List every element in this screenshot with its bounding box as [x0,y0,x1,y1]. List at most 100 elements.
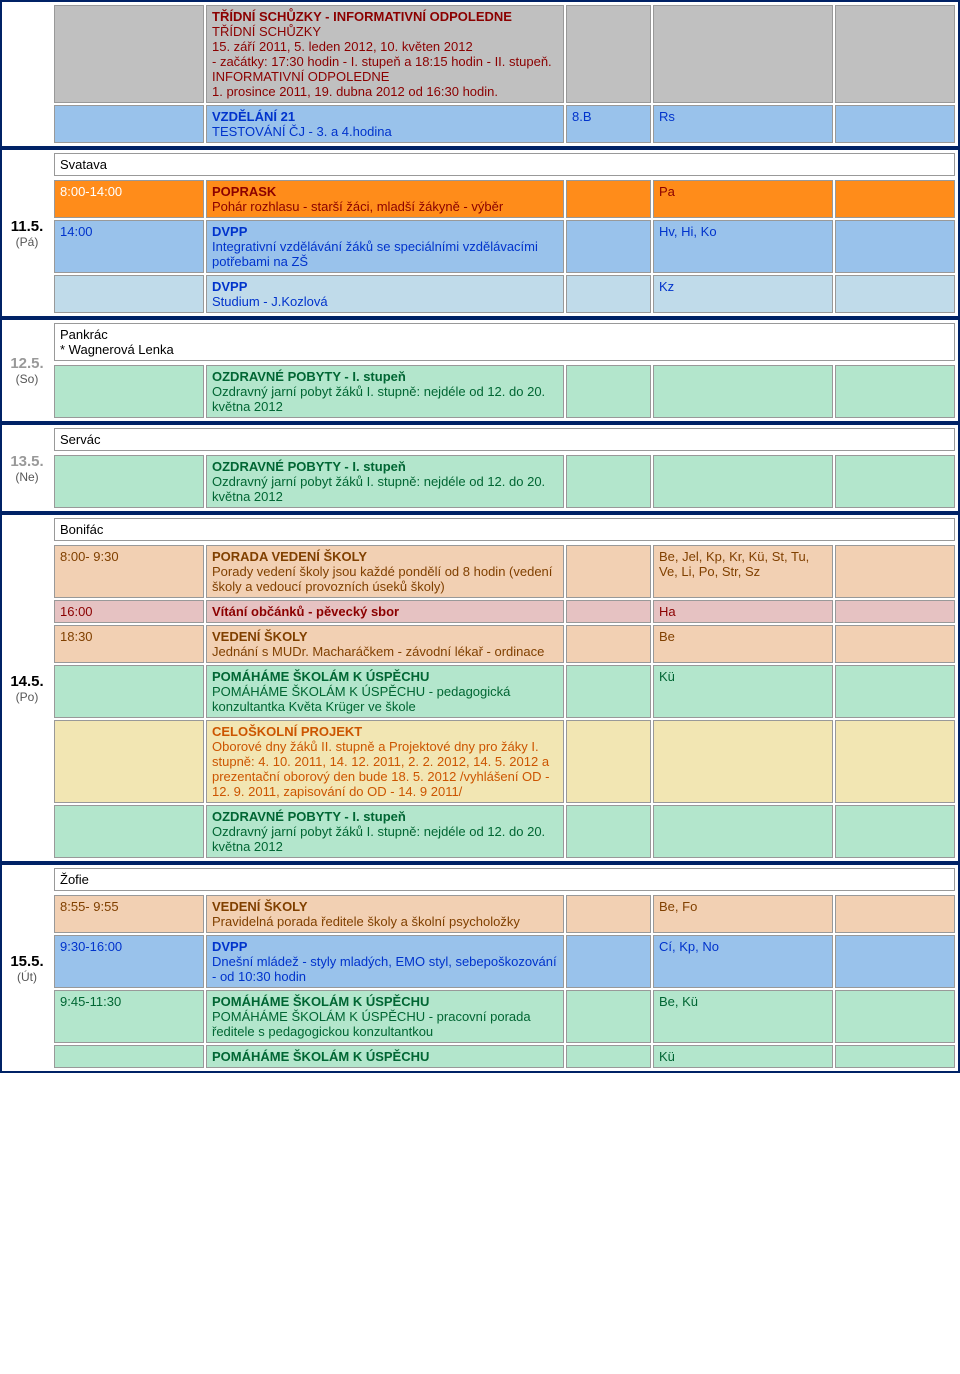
event-room [566,720,651,803]
event-who [653,455,833,508]
event-extra [835,990,955,1043]
event-time: 14:00 [54,220,204,273]
event-who: Pa [653,180,833,218]
event-row[interactable]: VZDĚLÁNÍ 21TESTOVÁNÍ ČJ - 3. a 4.hodina8… [54,105,955,143]
event-extra [835,275,955,313]
event-time: 18:30 [54,625,204,663]
day0-rows: TŘÍDNÍ SCHŮZKY - INFORMATIVNÍ ODPOLEDNET… [52,3,957,145]
date-dow: (Ne) [5,470,49,484]
event-room [566,545,651,598]
event-row[interactable]: 8:55- 9:55 VEDENÍ ŠKOLYPravidelná porada … [54,895,955,933]
event-time [54,665,204,718]
event-title: VEDENÍ ŠKOLY [212,629,558,644]
event-title: CELOŠKOLNÍ PROJEKT [212,724,558,739]
event-room [566,220,651,273]
day3-rows: OZDRAVNÉ POBYTY - I. stupeňOzdravný jarn… [52,453,957,510]
name-row: Pankrác* Wagnerová Lenka [54,323,955,361]
event-extra [835,365,955,418]
event-subdesc: TESTOVÁNÍ ČJ - 3. a 4.hodina [212,124,558,139]
event-who [653,720,833,803]
event-desc: VZDĚLÁNÍ 21TESTOVÁNÍ ČJ - 3. a 4.hodina [206,105,564,143]
event-title: DVPP [212,224,558,239]
day5-inner: Žofie [52,866,957,893]
event-subdesc: Pravidelná porada ředitele školy a školn… [212,914,558,929]
event-who: Ha [653,600,833,623]
event-row[interactable]: OZDRAVNÉ POBYTY - I. stupeňOzdravný jarn… [54,805,955,858]
event-row[interactable]: 16:00 Vítání občánků - pěvecký sbor Ha [54,600,955,623]
day-block-1: 11.5. (Pá) Svatava 8:00-14:00POPRASKPohá… [0,148,960,318]
date-num: 13.5. [5,453,49,470]
content-cell: Bonifác 8:00- 9:30PORADA VEDENÍ ŠKOLYPor… [52,516,957,860]
event-row[interactable]: TŘÍDNÍ SCHŮZKY - INFORMATIVNÍ ODPOLEDNET… [54,5,955,103]
event-room [566,455,651,508]
event-row[interactable]: 18:30VEDENÍ ŠKOLYJednání s MUDr. Machará… [54,625,955,663]
event-title: VEDENÍ ŠKOLY [212,899,558,914]
day-block-2: 12.5. (So) Pankrác* Wagnerová Lenka OZDR… [0,318,960,423]
content-cell: Žofie 8:55- 9:55 VEDENÍ ŠKOLYPravidelná p… [52,866,957,1070]
event-title: OZDRAVNÉ POBYTY - I. stupeň [212,369,558,384]
event-room [566,180,651,218]
event-title: OZDRAVNÉ POBYTY - I. stupeň [212,459,558,474]
event-title: POMÁHÁME ŠKOLÁM K ÚSPĚCHU [212,1049,558,1064]
event-desc: CELOŠKOLNÍ PROJEKTOborové dny žáků II. s… [206,720,564,803]
event-row[interactable]: 14:00DVPPIntegrativní vzdělávání žáků se… [54,220,955,273]
event-desc: DVPPStudium - J.Kozlová [206,275,564,313]
event-who: Cí, Kp, No [653,935,833,988]
event-who: Be, Fo [653,895,833,933]
event-subdesc: Ozdravný jarní pobyt žáků I. stupně: nej… [212,474,558,504]
date-num: 12.5. [5,355,49,372]
event-time [54,720,204,803]
event-extra [835,625,955,663]
event-time: 8:00-14:00 [54,180,204,218]
event-desc: POMÁHÁME ŠKOLÁM K ÚSPĚCHU [206,1045,564,1068]
date-cell-empty [3,3,51,145]
event-extra [835,600,955,623]
event-subdesc: Ozdravný jarní pobyt žáků I. stupně: nej… [212,824,558,854]
name-row: Servác [54,428,955,451]
event-title: DVPP [212,279,558,294]
event-subdesc: Integrativní vzdělávání žáků se speciáln… [212,239,558,269]
event-row[interactable]: 9:30-16:00DVPPDnešní mládež - styly mlad… [54,935,955,988]
date-num: 14.5. [5,673,49,690]
event-who: Kü [653,1045,833,1068]
event-extra [835,720,955,803]
day2-rows: OZDRAVNÉ POBYTY - I. stupeňOzdravný jarn… [52,363,957,420]
event-title: Vítání občánků - pěvecký sbor [212,604,558,619]
event-row[interactable]: POMÁHÁME ŠKOLÁM K ÚSPĚCHUPOMÁHÁME ŠKOLÁM… [54,665,955,718]
event-subdesc: POMÁHÁME ŠKOLÁM K ÚSPĚCHU - pedagogická … [212,684,558,714]
event-room [566,275,651,313]
event-title: VZDĚLÁNÍ 21 [212,109,558,124]
event-desc: OZDRAVNÉ POBYTY - I. stupeňOzdravný jarn… [206,455,564,508]
event-title: POMÁHÁME ŠKOLÁM K ÚSPĚCHU [212,994,558,1009]
event-extra [835,935,955,988]
event-who: Kz [653,275,833,313]
event-time: 8:55- 9:55 [54,895,204,933]
event-row[interactable]: 8:00-14:00POPRASKPohár rozhlasu - starší… [54,180,955,218]
event-who: Be, Kü [653,990,833,1043]
event-subdesc: Studium - J.Kozlová [212,294,558,309]
event-desc: POPRASKPohár rozhlasu - starší žáci, mla… [206,180,564,218]
event-time [54,105,204,143]
name-row: Žofie [54,868,955,891]
event-time [54,365,204,418]
event-row[interactable]: CELOŠKOLNÍ PROJEKTOborové dny žáků II. s… [54,720,955,803]
event-row[interactable]: 9:45-11:30POMÁHÁME ŠKOLÁM K ÚSPĚCHUPOMÁH… [54,990,955,1043]
event-desc: DVPPIntegrativní vzdělávání žáků se spec… [206,220,564,273]
event-who: Rs [653,105,833,143]
event-row[interactable]: POMÁHÁME ŠKOLÁM K ÚSPĚCHU Kü [54,1045,955,1068]
event-desc: POMÁHÁME ŠKOLÁM K ÚSPĚCHUPOMÁHÁME ŠKOLÁM… [206,665,564,718]
date-dow: (Út) [5,970,49,984]
event-extra [835,545,955,598]
event-extra [835,455,955,508]
event-row[interactable]: 8:00- 9:30PORADA VEDENÍ ŠKOLYPorady vede… [54,545,955,598]
event-time: 16:00 [54,600,204,623]
event-row[interactable]: DVPPStudium - J.Kozlová Kz [54,275,955,313]
event-row[interactable]: OZDRAVNÉ POBYTY - I. stupeňOzdravný jarn… [54,455,955,508]
event-extra [835,105,955,143]
name-row: Bonifác [54,518,955,541]
day4-rows: 8:00- 9:30PORADA VEDENÍ ŠKOLYPorady vede… [52,543,957,860]
event-room [566,5,651,103]
event-room: 8.B [566,105,651,143]
day3-inner: Servác [52,426,957,453]
event-row[interactable]: OZDRAVNÉ POBYTY - I. stupeňOzdravný jarn… [54,365,955,418]
